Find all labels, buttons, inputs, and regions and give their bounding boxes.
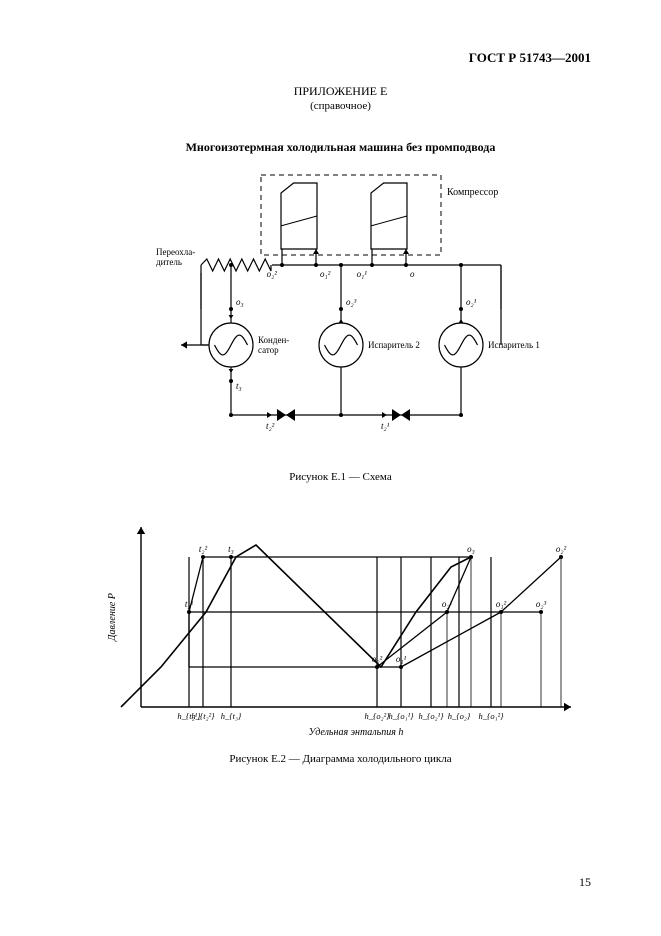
svg-text:о₁²: о₁² <box>320 269 331 279</box>
appendix-title: ПРИЛОЖЕНИЕ Е <box>90 84 591 99</box>
figure-2-caption: Рисунок Е.2 — Диаграмма холодильного цик… <box>90 753 591 765</box>
svg-text:о₂¹: о₂¹ <box>466 297 477 307</box>
svg-text:h_{o₂¹}: h_{o₂¹} <box>418 711 444 721</box>
svg-text:Компрессор: Компрессор <box>447 187 498 198</box>
svg-text:Конден-: Конден- <box>258 335 289 345</box>
svg-text:Испаритель 2: Испаритель 2 <box>368 340 420 350</box>
svg-text:дитель: дитель <box>156 257 182 267</box>
svg-text:о₁²: о₁² <box>495 599 506 609</box>
page-number: 15 <box>579 875 591 890</box>
svg-text:t₂¹: t₂¹ <box>381 421 390 431</box>
svg-text:t₂²: t₂² <box>266 421 275 431</box>
section-title: Многоизотермная холодильная машина без п… <box>90 140 591 155</box>
svg-text:h_{o₁²}: h_{o₁²} <box>478 711 504 721</box>
svg-text:о₃: о₃ <box>467 544 475 554</box>
svg-text:о₂²: о₂² <box>266 269 277 279</box>
svg-text:h_{o₁¹}: h_{o₁¹} <box>388 711 414 721</box>
svg-text:t₂²: t₂² <box>198 544 207 554</box>
svg-text:о₂³: о₂³ <box>535 599 546 609</box>
svg-text:о₂³: о₂³ <box>346 297 357 307</box>
svg-text:Удельная энтальпия h: Удельная энтальпия h <box>308 727 403 738</box>
svg-text:h_{t₂²}: h_{t₂²} <box>191 711 215 721</box>
svg-text:Давление P: Давление P <box>107 593 118 642</box>
svg-text:h_{o₂²}: h_{o₂²} <box>364 711 390 721</box>
svg-text:сатор: сатор <box>258 345 279 355</box>
svg-text:t₃: t₃ <box>236 381 242 391</box>
svg-text:t₃: t₃ <box>228 544 234 554</box>
svg-text:о₂²: о₂² <box>555 544 566 554</box>
svg-text:h_{t₃}: h_{t₃} <box>220 711 241 721</box>
figure-2-ph-diagram: Давление P Удельная энтальпия h t₃ t₂² о₃ о₂²… <box>101 517 581 747</box>
appendix-subtitle: (справочное) <box>90 100 591 112</box>
figure-1-schematic: Компрессор Переохла-дитель о₂² о₁² о₁¹ о Конде… <box>141 165 541 465</box>
svg-text:о₃: о₃ <box>236 297 244 307</box>
svg-text:о: о <box>410 269 415 279</box>
svg-text:h_{o₂}: h_{o₂} <box>447 711 470 721</box>
svg-text:о₁¹: о₁¹ <box>356 269 367 279</box>
svg-text:о₂¹: о₂¹ <box>441 599 452 609</box>
svg-text:Переохла-: Переохла- <box>156 247 195 257</box>
figure-1-caption: Рисунок Е.1 — Схема <box>90 471 591 483</box>
svg-text:Испаритель 1: Испаритель 1 <box>488 340 540 350</box>
doc-id: ГОСТ Р 51743—2001 <box>90 50 591 66</box>
